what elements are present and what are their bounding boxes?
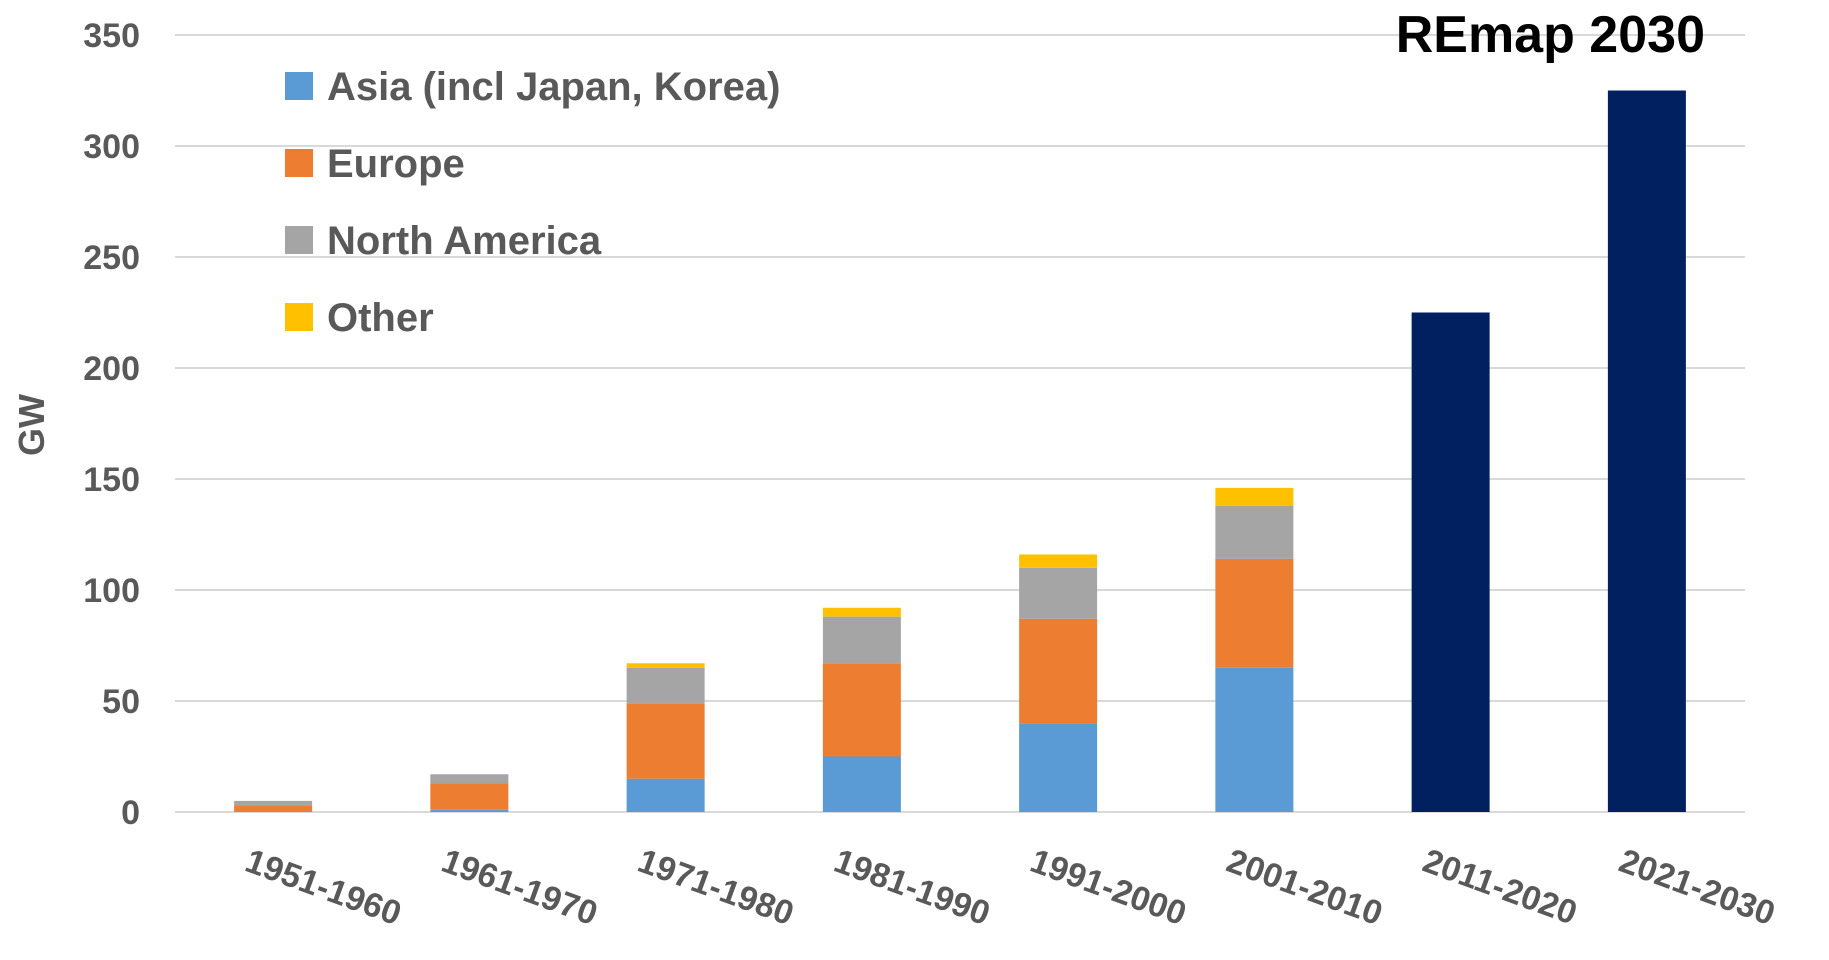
bar-segment xyxy=(626,667,705,704)
legend-swatch xyxy=(285,226,313,254)
bar-segment xyxy=(822,607,901,617)
x-tick-label: 2001-2010 xyxy=(1222,842,1388,933)
bar-segment xyxy=(234,800,313,806)
x-tick-label: 1961-1970 xyxy=(437,842,603,933)
gridlines xyxy=(175,34,1745,813)
legend-label: Other xyxy=(327,296,434,340)
x-tick-label: 2011-2020 xyxy=(1418,842,1582,933)
y-tick-label: 250 xyxy=(83,239,140,277)
bar-segment xyxy=(1019,567,1098,619)
legend-label: Europe xyxy=(327,142,465,186)
legend-label: North America xyxy=(327,219,602,263)
x-tick-label: 1991-2000 xyxy=(1025,842,1191,933)
y-axis-label: GW xyxy=(11,394,52,456)
y-tick-label: 50 xyxy=(102,683,140,721)
y-tick-label: 300 xyxy=(83,128,140,166)
legend-swatch xyxy=(285,72,313,100)
bar-segment xyxy=(430,783,509,810)
bar-segment xyxy=(1215,667,1294,812)
x-tick-label: 2021-2030 xyxy=(1614,842,1780,933)
chart-title: REmap 2030 xyxy=(1396,6,1705,64)
bar-segment xyxy=(1019,554,1098,568)
bar-segment xyxy=(1215,487,1294,506)
y-tick-label: 100 xyxy=(83,572,140,610)
bar-segment xyxy=(822,756,901,812)
x-tick-label: 1951-1960 xyxy=(240,842,406,933)
bar-segment xyxy=(822,663,901,757)
bars xyxy=(234,90,1686,812)
y-tick-label: 200 xyxy=(83,350,140,388)
y-tick-label: 150 xyxy=(83,461,140,499)
y-axis-ticks: 0 50 100 150 200 250 300 350 xyxy=(83,17,140,832)
y-tick-label: 350 xyxy=(83,17,140,55)
bar-segment xyxy=(822,616,901,664)
bar-segment xyxy=(430,774,509,784)
bar-segment xyxy=(1411,312,1490,812)
bar-segment xyxy=(626,703,705,779)
x-tick-label: 1971-1980 xyxy=(633,842,799,933)
x-tick-label: 1981-1990 xyxy=(829,842,995,933)
legend: Asia (incl Japan, Korea) Europe North Amer… xyxy=(285,65,780,340)
bar-segment xyxy=(1607,90,1686,812)
bar-segment xyxy=(626,663,705,668)
bar-segment xyxy=(1019,618,1098,724)
bar-segment xyxy=(1215,505,1294,559)
bar-segment xyxy=(626,778,705,812)
y-tick-label: 0 xyxy=(121,794,140,832)
bar-segment xyxy=(1215,558,1294,668)
bar-segment xyxy=(234,805,313,812)
bar-segment xyxy=(1019,723,1098,812)
legend-swatch xyxy=(285,303,313,331)
legend-label: Asia (incl Japan, Korea) xyxy=(327,65,780,109)
legend-swatch xyxy=(285,149,313,177)
x-axis-ticks: 1951-1960 1961-1970 1971-1980 1981-1990 1991… xyxy=(240,842,1780,933)
bar-segment xyxy=(430,809,509,812)
